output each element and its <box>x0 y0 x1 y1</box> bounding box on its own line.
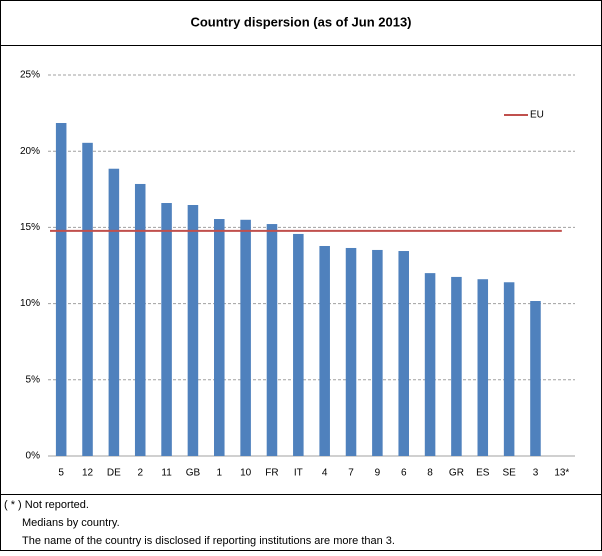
bar <box>55 123 67 457</box>
y-tick-label: 5% <box>26 374 41 385</box>
bar <box>108 168 120 456</box>
y-tick-label: 20% <box>20 146 40 157</box>
bar <box>161 203 172 456</box>
x-tick-label: 2 <box>137 468 143 479</box>
bar <box>214 219 225 456</box>
legend-label: EU <box>530 110 544 121</box>
x-tick-label: 10 <box>240 468 252 479</box>
x-tick-label: 7 <box>348 468 354 479</box>
bar <box>477 279 489 456</box>
bar <box>293 233 304 456</box>
bar <box>82 142 93 456</box>
bar <box>530 301 541 456</box>
x-tick-label: GB <box>186 468 201 479</box>
x-tick-label: ES <box>476 468 490 479</box>
bar <box>319 245 330 456</box>
x-tick-label: GR <box>449 468 464 479</box>
x-tick-label: 12 <box>82 468 94 479</box>
bar <box>398 251 409 456</box>
x-tick-label: 1 <box>216 468 222 479</box>
x-tick-label: 8 <box>427 468 433 479</box>
x-tick-label: SE <box>502 468 516 479</box>
x-tick-label: 3 <box>533 468 539 479</box>
bar <box>503 282 515 456</box>
x-tick-label: 11 <box>161 468 172 479</box>
y-tick-label: 0% <box>26 451 41 462</box>
bar <box>345 247 357 456</box>
y-tick-label: 25% <box>20 70 40 81</box>
y-tick-label: 10% <box>20 298 40 309</box>
bar <box>424 273 436 456</box>
x-tick-label: 4 <box>322 468 328 479</box>
x-tick-label: 13* <box>554 468 569 479</box>
footnote: Medians by country. <box>22 517 120 529</box>
footnote: The name of the country is disclosed if … <box>22 535 395 547</box>
y-tick-label: 15% <box>20 222 40 233</box>
bar <box>451 276 462 456</box>
footnote: ( * ) Not reported. <box>4 499 89 511</box>
x-tick-label: IT <box>294 468 303 479</box>
bar <box>134 183 146 456</box>
x-tick-label: 5 <box>58 468 64 479</box>
chart-title: Country dispersion (as of Jun 2013) <box>190 14 411 29</box>
x-tick-label: FR <box>265 468 278 479</box>
x-tick-label: DE <box>107 468 121 479</box>
x-tick-label: 9 <box>375 468 381 479</box>
bar <box>372 249 383 456</box>
x-tick-label: 6 <box>401 468 407 479</box>
bar <box>240 219 251 456</box>
bar <box>187 204 199 456</box>
bar <box>266 224 278 456</box>
